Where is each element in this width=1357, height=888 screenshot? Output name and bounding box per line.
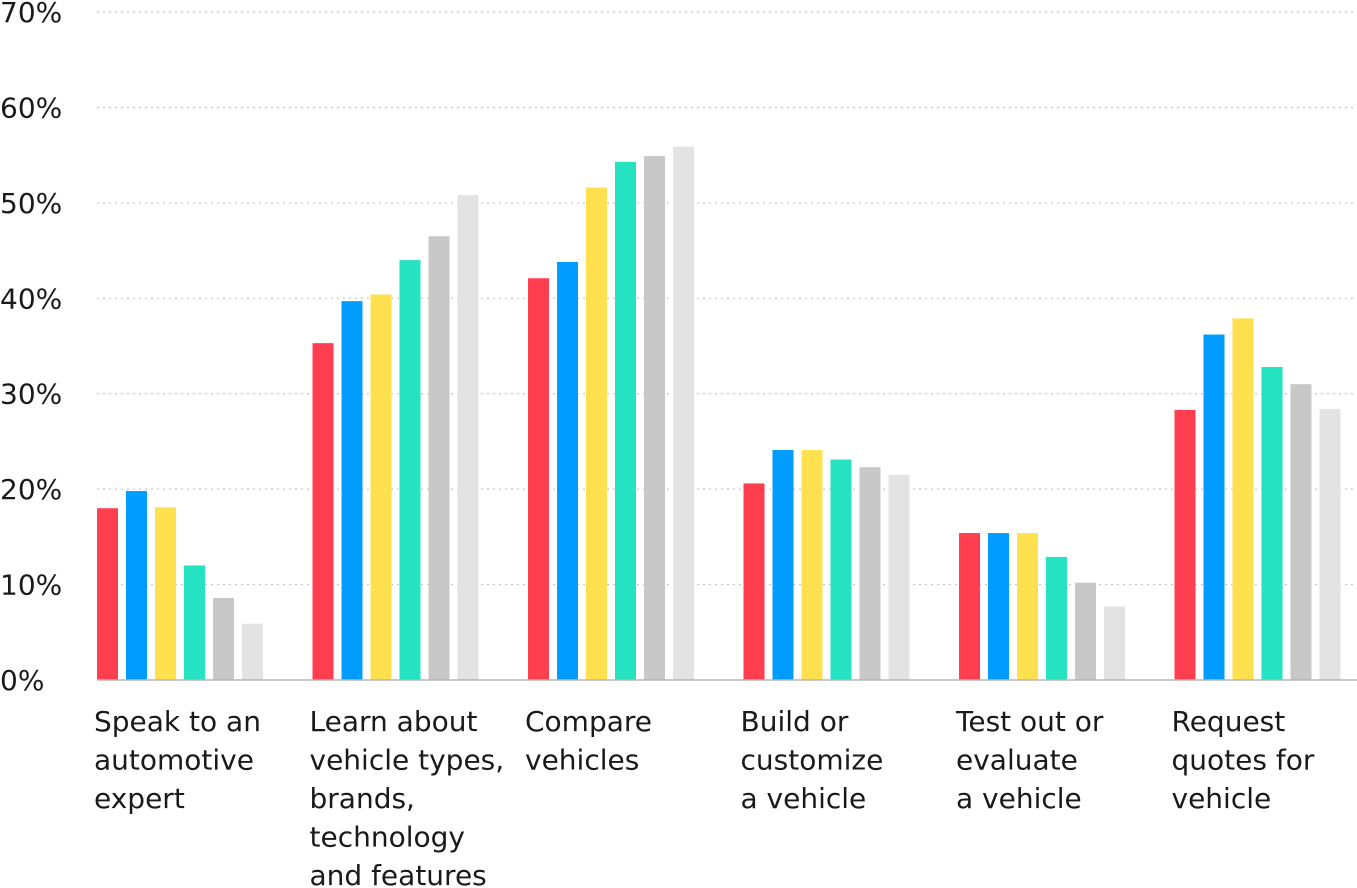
bar bbox=[772, 450, 794, 680]
category-label: Build or customize a vehicle bbox=[741, 705, 884, 815]
bar bbox=[97, 508, 118, 680]
bar bbox=[615, 161, 636, 680]
bar bbox=[586, 187, 607, 681]
bar bbox=[644, 156, 665, 680]
bar bbox=[399, 260, 421, 680]
bar bbox=[888, 474, 910, 680]
bar bbox=[1046, 556, 1067, 680]
bar bbox=[155, 507, 176, 680]
y-tick-label: 40% bbox=[0, 282, 62, 315]
category-label: Speak to an automotive expert bbox=[94, 705, 261, 815]
bar bbox=[557, 262, 578, 680]
category-labels: Speak to an automotive expert Learn about ve… bbox=[94, 705, 1315, 888]
bar bbox=[743, 483, 765, 680]
bar bbox=[242, 623, 263, 680]
bar bbox=[830, 459, 852, 680]
bar bbox=[988, 533, 1009, 680]
bar bbox=[1261, 366, 1283, 680]
category-label: Compare vehicles bbox=[525, 705, 652, 777]
bar bbox=[341, 301, 363, 680]
bar bbox=[1203, 334, 1225, 680]
y-tick-label: 0% bbox=[0, 664, 44, 697]
bar bbox=[428, 236, 450, 680]
bar bbox=[1232, 318, 1254, 680]
bar bbox=[959, 533, 980, 680]
y-tick-label: 70% bbox=[0, 0, 62, 29]
y-tick-label: 60% bbox=[0, 91, 62, 124]
y-axis-ticks: 0% 10% 20% 30% 40% 50% 60% 70% bbox=[0, 0, 62, 697]
bar bbox=[528, 278, 549, 680]
bar bbox=[312, 343, 334, 680]
category-label: Test out or evaluate a vehicle bbox=[955, 705, 1104, 815]
bar bbox=[1075, 582, 1096, 680]
grid bbox=[97, 11, 1357, 586]
bar bbox=[1174, 409, 1196, 680]
bar bbox=[457, 195, 479, 681]
category-label: Request quotes for vehicle bbox=[1172, 705, 1315, 815]
bar bbox=[184, 565, 205, 680]
bar bbox=[126, 491, 147, 680]
bar bbox=[370, 294, 392, 680]
bar bbox=[1319, 408, 1341, 680]
bar bbox=[1017, 533, 1038, 680]
bar bbox=[1104, 606, 1125, 680]
bar bbox=[213, 597, 234, 680]
bar bbox=[859, 467, 881, 680]
bar bbox=[1290, 384, 1312, 680]
y-tick-label: 30% bbox=[0, 378, 62, 411]
bars bbox=[97, 146, 1341, 681]
y-tick-label: 10% bbox=[0, 569, 62, 602]
bar bbox=[673, 146, 694, 680]
y-tick-label: 20% bbox=[0, 473, 62, 506]
y-tick-label: 50% bbox=[0, 187, 62, 220]
bar bbox=[801, 450, 823, 680]
category-label: Learn about vehicle types, brands, technolo… bbox=[310, 705, 505, 888]
